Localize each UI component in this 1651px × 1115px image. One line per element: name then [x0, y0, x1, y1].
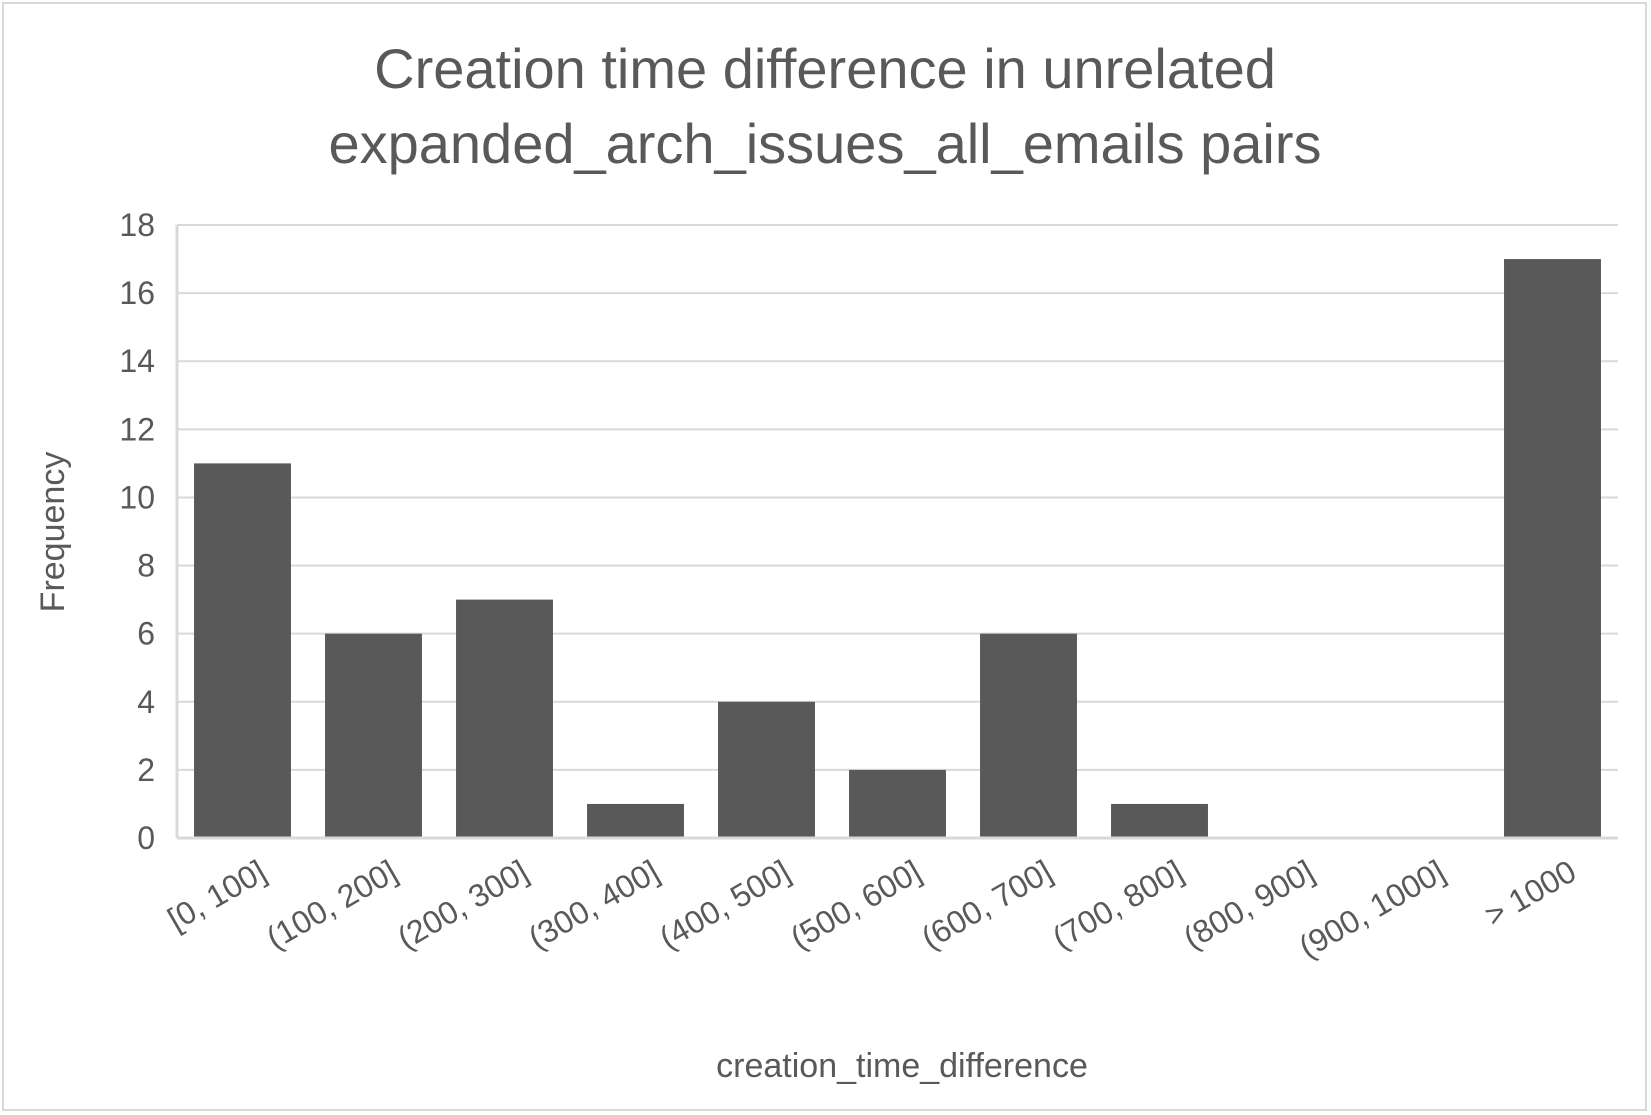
bars	[194, 259, 1601, 838]
y-tick-label: 16	[119, 275, 155, 311]
bar	[980, 633, 1077, 838]
x-tick-label: [0, 100]	[162, 853, 272, 938]
chart-title: Creation time difference in unrelated ex…	[328, 37, 1321, 175]
x-tick-label: (200, 300]	[391, 853, 534, 956]
x-tick-label: (900, 1000]	[1293, 853, 1451, 965]
y-tick-label: 6	[137, 616, 155, 652]
y-tick-label: 18	[119, 207, 155, 243]
x-tick-label: (700, 800]	[1046, 853, 1189, 956]
x-tick-label: > 1000	[1478, 853, 1582, 934]
chart-title-line-1: Creation time difference in unrelated	[374, 37, 1276, 100]
x-axis-ticks: [0, 100](100, 200](200, 300](300, 400](4…	[162, 853, 1582, 965]
x-tick-label: (300, 400]	[522, 853, 665, 956]
y-tick-label: 14	[119, 343, 155, 379]
y-tick-label: 2	[137, 752, 155, 788]
x-tick-label: (500, 600]	[784, 853, 927, 956]
y-axis-title: Frequency	[34, 452, 72, 613]
x-tick-label: (100, 200]	[260, 853, 403, 956]
bar	[1504, 259, 1601, 838]
y-tick-label: 4	[137, 684, 155, 720]
bar	[325, 633, 422, 838]
x-tick-label: (400, 500]	[653, 853, 796, 956]
y-tick-label: 10	[119, 479, 155, 515]
x-tick-label: (600, 700]	[915, 853, 1058, 956]
bar	[194, 463, 291, 838]
bar	[587, 803, 684, 838]
y-tick-label: 8	[137, 548, 155, 584]
bar	[849, 769, 946, 838]
chart-title-line-2: expanded_arch_issues_all_emails pairs	[328, 112, 1321, 175]
bar	[456, 599, 553, 838]
x-axis-title: creation_time_difference	[716, 1047, 1088, 1085]
bar	[1111, 803, 1208, 838]
y-tick-label: 0	[137, 820, 155, 856]
bar	[718, 701, 815, 838]
y-tick-label: 12	[119, 411, 155, 447]
y-axis-ticks: 0 2 4 6 8 10 12 14 16 18	[119, 207, 155, 856]
